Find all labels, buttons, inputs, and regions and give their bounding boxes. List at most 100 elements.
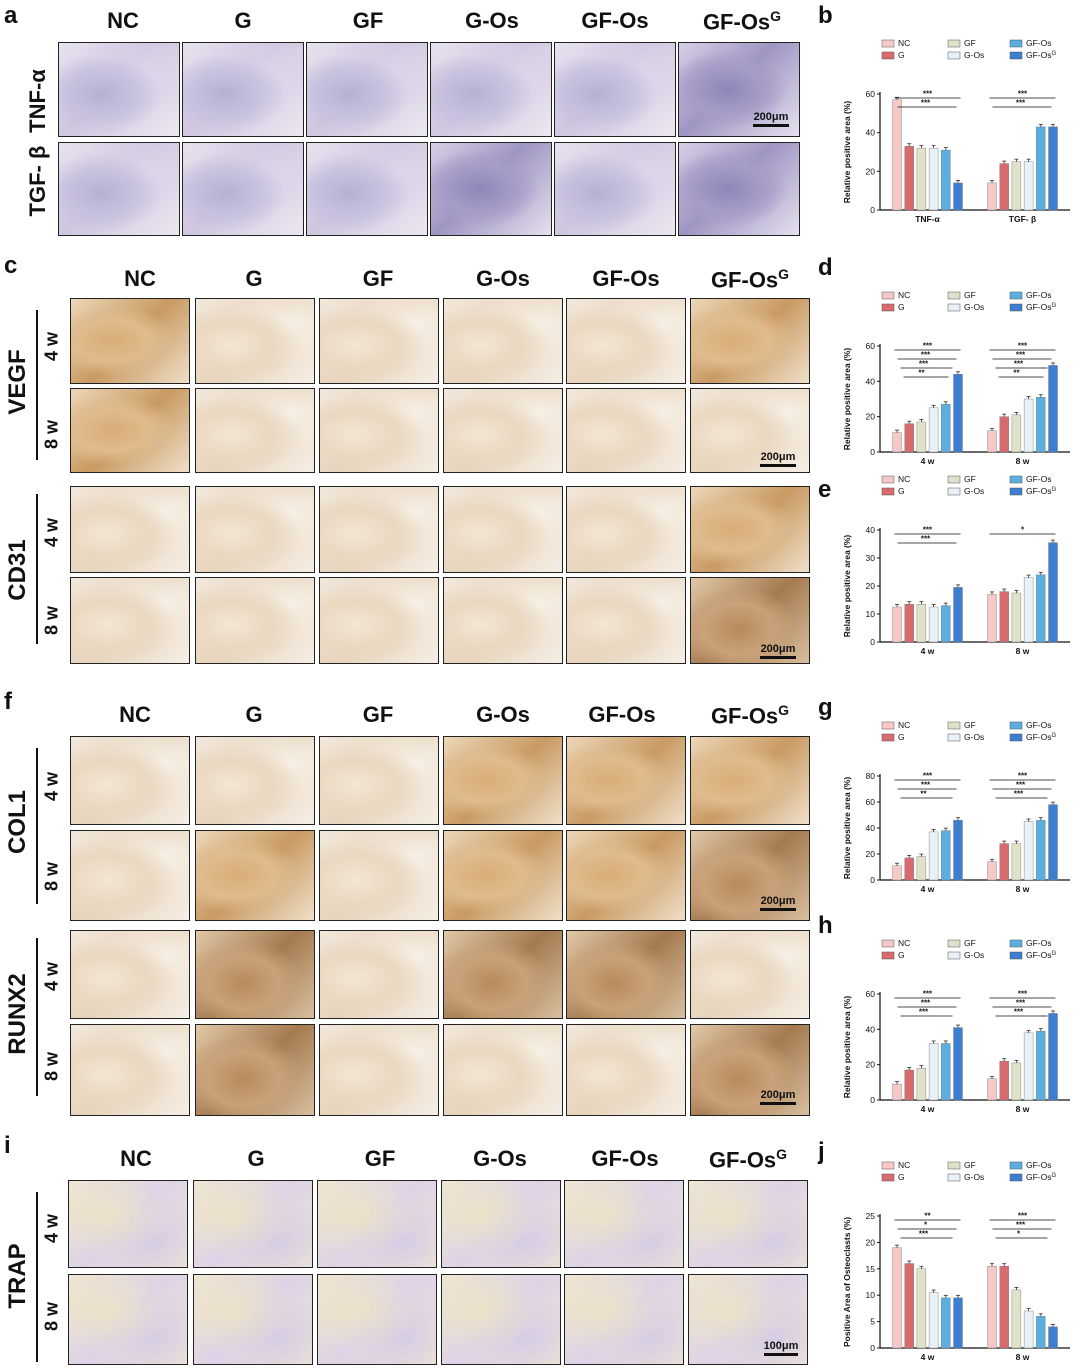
- micrograph-tile: [566, 1024, 686, 1116]
- bar: [999, 163, 1009, 211]
- y-tick-label: 20: [866, 412, 876, 422]
- micrograph-tile: [690, 736, 810, 825]
- sig-label: ***: [919, 1008, 929, 1017]
- legend-swatch: [947, 733, 961, 742]
- group-label-0: NC: [75, 702, 195, 728]
- y-tick-label: 5: [870, 1317, 875, 1327]
- x-tick-label: 4 w: [921, 1352, 935, 1362]
- bar: [1048, 804, 1058, 881]
- panel-letter-f: f: [4, 688, 12, 715]
- sig-label: ***: [923, 90, 933, 99]
- legend-label: NC: [898, 474, 910, 484]
- group-label-text: GF-Os: [702, 9, 771, 35]
- group-label-text: GF: [352, 8, 384, 33]
- legend-label: GF-Os: [1026, 720, 1052, 730]
- micrograph-tile: [443, 830, 563, 921]
- legend-label: NC: [898, 720, 910, 730]
- legend-swatch: [947, 475, 961, 484]
- y-tick-label: 40: [866, 128, 876, 138]
- legend-swatch: [881, 721, 895, 730]
- bar: [953, 1297, 963, 1349]
- bar: [916, 603, 927, 643]
- sig-label: ***: [921, 781, 931, 790]
- micrograph-tile: [319, 486, 439, 573]
- legend-label: NC: [898, 38, 910, 48]
- micrograph-tile: [182, 42, 304, 137]
- sig-label: **: [918, 369, 925, 378]
- y-tick-label: 0: [870, 875, 875, 885]
- micrograph-tile: [317, 1274, 437, 1365]
- y-axis-label: Relative positive area (%): [842, 777, 852, 880]
- panel-letter-g: g: [818, 694, 833, 721]
- y-tick-label: 20: [866, 1237, 876, 1247]
- micrograph-tile: [195, 1024, 315, 1116]
- legend-label: G: [898, 486, 905, 496]
- bar: [928, 831, 939, 881]
- legend-sup: G: [1052, 487, 1057, 493]
- x-tick-label: 8 w: [1016, 646, 1030, 656]
- group-label-text: G-Os: [465, 8, 519, 33]
- micrograph-tile: [68, 1180, 188, 1268]
- micrograph-tile: [70, 736, 190, 825]
- sig-label: ***: [921, 99, 931, 108]
- legend-swatch: [1009, 733, 1023, 742]
- week-label: 8 w: [41, 1302, 62, 1332]
- sig-label: ***: [1018, 772, 1028, 781]
- bar: [904, 1263, 914, 1349]
- micrograph-tile: [564, 1180, 684, 1268]
- week-label: 8 w: [41, 862, 62, 892]
- legend-label: NC: [898, 290, 910, 300]
- micrograph-tile: [566, 486, 686, 573]
- sig-label: ***: [919, 1230, 929, 1239]
- y-tick-label: 20: [866, 1060, 876, 1070]
- bar: [1036, 397, 1046, 453]
- bar: [999, 1060, 1009, 1101]
- y-tick-label: 0: [870, 1095, 875, 1105]
- legend-label: G-Os: [964, 50, 984, 60]
- panel-letter-h: h: [818, 912, 833, 939]
- panel-letter-a: a: [4, 2, 18, 29]
- legend-sup: G: [1052, 733, 1057, 739]
- micrograph-tile: [566, 736, 686, 825]
- group-label-text: GF: [362, 266, 394, 291]
- marker-label-cd31: CD31: [4, 539, 31, 601]
- group-label-text: GF: [364, 1146, 396, 1171]
- bar: [953, 374, 963, 453]
- bar: [904, 1069, 914, 1101]
- group-label-1: G: [183, 8, 303, 34]
- marker-label-runx2: RUNX2: [4, 973, 31, 1055]
- y-tick-label: 40: [866, 1024, 876, 1034]
- row-label-tgf: TGF- β: [25, 145, 50, 217]
- micrograph-tile: [566, 388, 686, 473]
- week-label: 4 w: [41, 772, 62, 802]
- legend-label: G: [898, 1172, 905, 1182]
- legend-label: GF-OsG: [1026, 486, 1057, 496]
- bar: [1023, 1310, 1034, 1349]
- bar: [953, 819, 963, 881]
- legend-swatch: [1009, 39, 1023, 48]
- micrograph-tile: [690, 1024, 810, 1116]
- group-label-1: G: [196, 1146, 316, 1172]
- x-tick-label: 4 w: [921, 646, 935, 656]
- micrograph-tile: [319, 298, 439, 384]
- bar: [916, 1268, 927, 1349]
- micrograph-tile: [678, 42, 800, 137]
- micrograph-tile: [70, 577, 190, 664]
- group-label-2: GF: [320, 1146, 440, 1172]
- bar: [953, 1027, 963, 1101]
- x-tick-label: TGF- β: [1009, 214, 1036, 224]
- group-label-3: G-Os: [432, 8, 552, 34]
- week-label: 4 w: [41, 962, 62, 992]
- bar: [928, 1043, 939, 1101]
- x-tick-label: TNF-α: [915, 214, 940, 224]
- micrograph-tile: [195, 388, 315, 473]
- micrograph-tile: [319, 1024, 439, 1116]
- micrograph-tile: [195, 577, 315, 664]
- micrograph-tile: [678, 142, 800, 236]
- legend-swatch: [1009, 1173, 1023, 1182]
- group-label-3: G-Os: [440, 1146, 560, 1172]
- bracket-line: [36, 748, 38, 904]
- bracket-line: [36, 310, 38, 460]
- legend-swatch: [1009, 939, 1023, 948]
- sig-label: *: [1017, 1230, 1021, 1239]
